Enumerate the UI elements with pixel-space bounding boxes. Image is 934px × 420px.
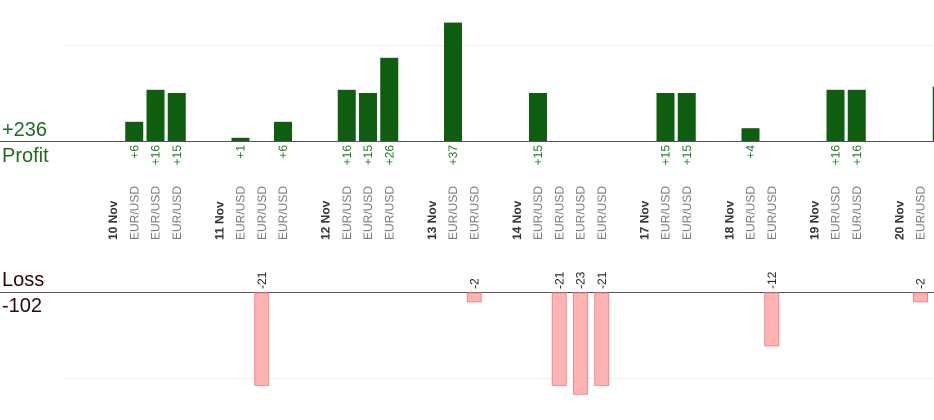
date-tick-label: 17 Nov: [637, 200, 651, 240]
pair-tick-label: EUR/USD: [127, 186, 141, 240]
date-tick-label: 11 Nov: [212, 201, 226, 240]
profit-bar: [741, 128, 760, 141]
profit-value-label: +16: [149, 145, 163, 166]
profit-bar: [274, 121, 292, 141]
date-tick-label: 20 Nov: [892, 200, 906, 240]
loss-bar: [573, 292, 588, 395]
pair-tick-label: EUR/USD: [595, 186, 609, 240]
profit-bar: [167, 93, 186, 141]
pair-tick-label: EUR/USD: [467, 186, 481, 240]
loss-total: -102: [2, 295, 43, 317]
profit-value-label: +16: [829, 145, 843, 166]
profit-bar: [125, 121, 144, 141]
loss-bar: [254, 292, 270, 386]
date-tick-label: 14 Nov: [510, 200, 524, 240]
profit-total: +236: [2, 119, 48, 141]
loss-bar: [466, 292, 482, 303]
profit-value-label: +1: [234, 145, 248, 159]
pair-tick-label: EUR/USD: [149, 186, 163, 240]
profit-bar: [656, 93, 675, 141]
pair-tick-label: EUR/USD: [531, 186, 545, 240]
profit-value-label: +16: [340, 145, 354, 166]
pair-tick-label: EUR/USD: [234, 186, 248, 240]
pair-tick-label: EUR/USD: [170, 186, 184, 240]
date-tick-label: 10 Nov: [106, 200, 120, 240]
date-tick-label: 18 Nov: [722, 200, 736, 240]
profit-bar: [932, 86, 934, 141]
loss-value-label: -21: [595, 271, 609, 289]
profit-value-label: +16: [850, 145, 864, 166]
pair-tick-label: EUR/USD: [255, 186, 269, 240]
loss-value-label: -21: [255, 271, 269, 289]
profit-bar: [529, 93, 547, 141]
pair-tick-label: EUR/USD: [574, 186, 588, 240]
loss-value-label: -12: [765, 271, 779, 289]
pair-tick-label: EUR/USD: [829, 186, 843, 240]
pair-tick-label: EUR/USD: [850, 186, 864, 240]
loss-value-label: -2: [467, 278, 481, 289]
pair-tick-label: EUR/USD: [659, 186, 673, 240]
profit-value-label: +4: [744, 145, 758, 159]
profit-value-label: +26: [382, 145, 396, 166]
pair-tick-label: EUR/USD: [340, 186, 354, 240]
loss-value-label: -2: [914, 278, 928, 289]
loss-bar: [594, 292, 610, 386]
profit-label: Profit: [2, 145, 49, 167]
profit-value-label: +6: [127, 145, 141, 159]
profit-value-label: +15: [680, 145, 694, 166]
pair-tick-label: EUR/USD: [552, 186, 566, 240]
pair-tick-label: EUR/USD: [765, 186, 779, 240]
profit-value-label: +15: [170, 145, 184, 166]
date-tick-label: 19 Nov: [807, 200, 821, 240]
date-tick-label: 12 Nov: [319, 200, 333, 240]
profit-bar: [337, 89, 356, 141]
profit-bar: [359, 93, 377, 141]
profit-bar: [231, 137, 250, 141]
profit-value-label: +15: [361, 145, 375, 166]
profit-bar: [146, 89, 165, 141]
loss-value-label: -21: [552, 271, 566, 289]
profit-bar: [677, 93, 696, 141]
profit-value-label: +6: [276, 145, 290, 159]
pair-tick-label: EUR/USD: [382, 186, 396, 240]
loss-label: Loss: [2, 269, 45, 291]
pair-tick-label: EUR/USD: [744, 186, 758, 240]
loss-bar: [551, 292, 567, 386]
profit-bar: [847, 89, 866, 141]
profit-value-label: +15: [531, 145, 545, 166]
loss-bar: [913, 292, 928, 303]
pair-tick-label: EUR/USD: [914, 186, 928, 240]
profit-value-label: +37: [446, 145, 460, 166]
profit-bar: [826, 89, 845, 141]
loss-bar: [764, 292, 780, 347]
loss-value-label: -23: [574, 271, 588, 289]
pair-tick-label: EUR/USD: [680, 186, 694, 240]
profit-bar: [444, 22, 462, 142]
profit-value-label: +15: [659, 145, 673, 166]
pair-tick-label: EUR/USD: [361, 186, 375, 240]
pair-tick-label: EUR/USD: [446, 186, 460, 240]
date-tick-label: 13 Nov: [425, 200, 439, 240]
profit-bar: [380, 57, 399, 141]
pair-tick-label: EUR/USD: [276, 186, 290, 240]
